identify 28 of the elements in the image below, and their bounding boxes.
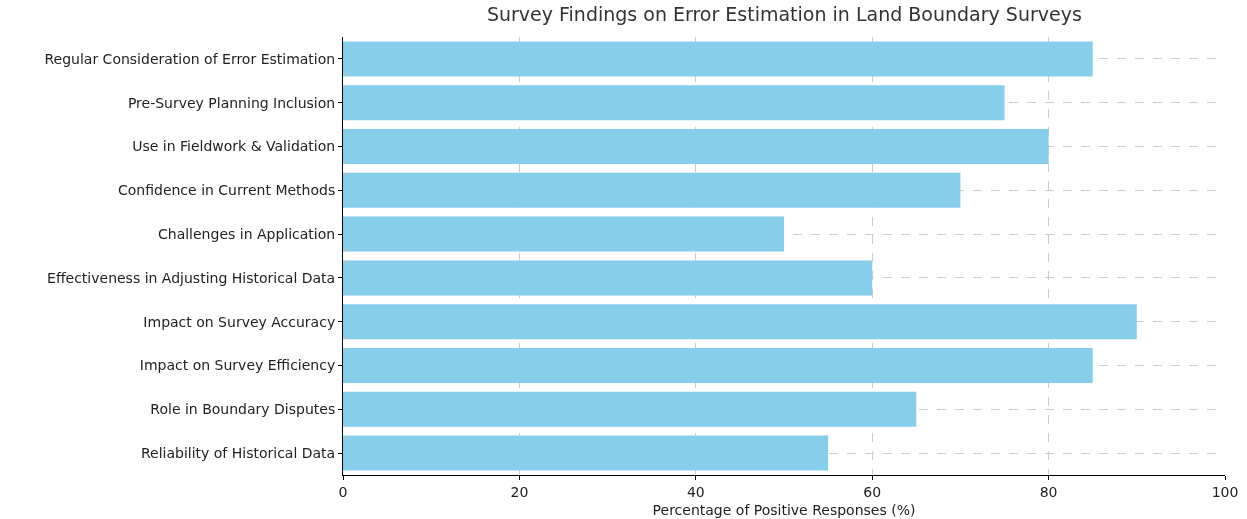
y-tick-label: Regular Consideration of Error Estimation: [44, 50, 336, 67]
x-tick-label: 100: [1211, 483, 1239, 500]
y-tick-label: Impact on Survey Efficiency: [139, 357, 336, 374]
y-tick-label: Reliability of Historical Data: [140, 445, 336, 461]
x-axis-title: Percentage of Positive Responses (%): [652, 502, 916, 519]
bar: [343, 216, 784, 252]
bar: [343, 260, 873, 296]
bar: [343, 347, 1093, 384]
bar: [343, 304, 1137, 340]
y-tick-label: Use in Fieldwork & Validation: [132, 138, 336, 155]
y-tick-label: Confidence in Current Methods: [117, 182, 336, 199]
x-tick-label: 20: [510, 483, 529, 500]
y-tick-label: Role in Boundary Disputes: [150, 401, 336, 418]
x-tick-label: 0: [338, 483, 348, 500]
chart-title: Survey Findings on Error Estimation in Land Boundary Surveys: [486, 3, 1082, 26]
bar: [343, 172, 961, 208]
y-tick-label: Impact on Survey Accuracy: [143, 313, 336, 330]
bar: [343, 85, 1005, 121]
bar: [343, 435, 829, 471]
y-tick-label: Pre-Survey Planning Inclusion: [127, 94, 336, 111]
x-tick-label: 60: [863, 483, 882, 500]
bar: [343, 41, 1093, 77]
bar: [343, 128, 1049, 165]
x-tick-label: 40: [686, 483, 705, 500]
y-tick-label: Effectiveness in Adjusting Historical Data: [47, 269, 336, 286]
y-tick-label: Challenges in Application: [158, 226, 336, 242]
x-tick-label: 80: [1039, 483, 1058, 500]
bar: [343, 391, 917, 427]
